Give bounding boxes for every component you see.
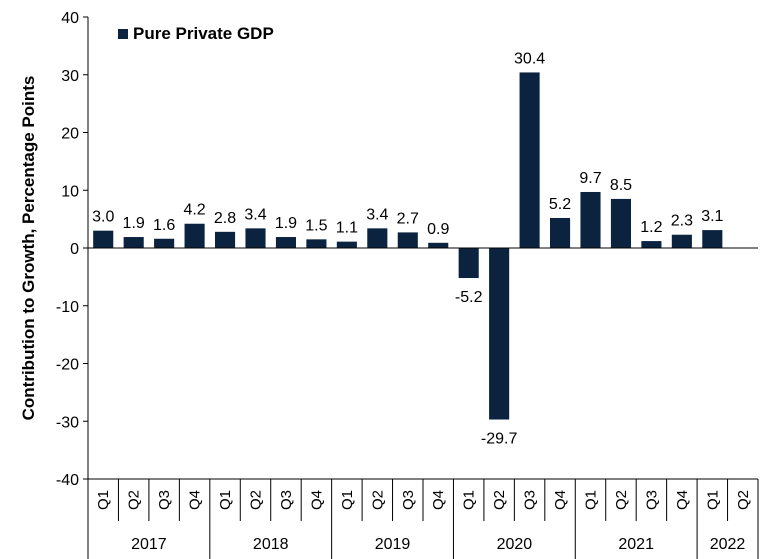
legend-label: Pure Private GDP xyxy=(133,24,274,43)
category-label: Q4 xyxy=(187,490,204,510)
category-label: Q3 xyxy=(400,490,417,510)
data-label: 4.2 xyxy=(183,202,205,219)
bar xyxy=(549,217,571,248)
y-tick-label: 10 xyxy=(61,183,79,200)
data-label: 30.4 xyxy=(514,50,545,67)
y-tick-label: -40 xyxy=(56,472,79,489)
bar xyxy=(214,231,236,248)
category-label: Q4 xyxy=(552,490,569,510)
category-label: Q3 xyxy=(522,490,539,510)
data-label: 1.9 xyxy=(123,215,145,232)
data-label: 0.9 xyxy=(427,221,449,238)
year-label: 2020 xyxy=(497,536,533,553)
y-tick-label: 20 xyxy=(61,126,79,143)
bar xyxy=(489,248,510,420)
bar xyxy=(641,241,662,248)
category-label: Q2 xyxy=(126,490,143,510)
y-tick-label: 40 xyxy=(61,10,79,27)
category-label: Q4 xyxy=(674,490,691,510)
category-label: Q3 xyxy=(643,490,660,510)
category-label: Q4 xyxy=(430,490,447,510)
data-label: 1.2 xyxy=(640,219,662,236)
bars xyxy=(93,72,723,420)
data-label: 3.4 xyxy=(244,206,266,223)
year-label: 2022 xyxy=(710,536,746,553)
bar xyxy=(458,248,479,279)
bar xyxy=(123,237,144,248)
category-label: Q1 xyxy=(217,490,234,510)
year-label: 2017 xyxy=(131,536,167,553)
bar xyxy=(245,228,266,248)
data-label: -29.7 xyxy=(481,431,518,448)
data-label: 2.3 xyxy=(671,213,693,230)
data-label: 1.9 xyxy=(275,215,297,232)
year-label: 2021 xyxy=(618,536,654,553)
axes xyxy=(87,17,758,480)
data-label: 3.0 xyxy=(92,209,114,226)
category-label: Q2 xyxy=(613,490,630,510)
y-tick-label: -30 xyxy=(56,414,79,431)
y-axis-title: Contribution to Growth, Percentage Point… xyxy=(19,76,38,421)
y-tick-label: 30 xyxy=(61,68,79,85)
data-label: 1.6 xyxy=(153,217,175,234)
data-label: 9.7 xyxy=(579,170,601,187)
legend-swatch xyxy=(118,29,128,39)
category-label: Q2 xyxy=(491,490,508,510)
data-label: 3.4 xyxy=(366,206,388,223)
bar xyxy=(275,237,297,248)
category-label: Q1 xyxy=(704,490,721,510)
bar xyxy=(154,238,175,248)
bar xyxy=(671,234,692,248)
category-label: Q1 xyxy=(339,490,356,510)
category-label: Q2 xyxy=(369,490,386,510)
data-label: 1.1 xyxy=(336,220,358,237)
bar xyxy=(610,198,632,248)
bar xyxy=(397,232,418,248)
data-label: 1.5 xyxy=(305,217,327,234)
category-label: Q1 xyxy=(95,490,112,510)
category-label: Q1 xyxy=(583,490,600,510)
y-tick-label: -10 xyxy=(56,299,79,316)
bar xyxy=(428,242,449,248)
y-axis-ticks: 40 30 20 10 0 -10 -20 -30 -40 xyxy=(56,10,88,489)
bar xyxy=(519,72,540,248)
data-label: 3.1 xyxy=(701,208,723,225)
category-label: Q2 xyxy=(248,490,265,510)
data-labels: 3.0 1.9 1.6 4.2 2.8 3.4 1.9 1.5 1.1 3.4 2.7 0.9 -5.2… xyxy=(92,50,723,447)
data-label: 5.2 xyxy=(549,196,571,213)
year-label: 2018 xyxy=(253,536,289,553)
bar xyxy=(184,223,205,248)
category-label: Q3 xyxy=(156,490,173,510)
data-label: 8.5 xyxy=(610,177,632,194)
data-label: 2.7 xyxy=(397,210,419,227)
data-label: 2.8 xyxy=(214,210,236,227)
y-axis-label: Contribution to Growth, Percentage Point… xyxy=(19,76,38,421)
category-label: Q3 xyxy=(278,490,295,510)
legend: Pure Private GDP xyxy=(118,24,274,43)
category-label: Q1 xyxy=(461,490,478,510)
bar xyxy=(702,230,723,248)
y-tick-label: 0 xyxy=(70,241,79,258)
bar xyxy=(580,191,601,248)
category-label: Q4 xyxy=(308,490,325,510)
bar xyxy=(93,230,114,248)
y-tick-label: -20 xyxy=(56,357,79,374)
x-axis-categories: Q1 Q2 Q3 Q4 Q1 Q2 Q3 Q4 Q1 Q2 Q3 Q4 Q1 Q2 Q3 Q4 Q1 Q2 Q3 Q4… xyxy=(87,479,759,559)
bar xyxy=(306,239,327,248)
data-label: -5.2 xyxy=(455,289,483,306)
bar xyxy=(336,241,357,248)
category-label: Q2 xyxy=(735,490,752,510)
year-label: 2019 xyxy=(375,536,411,553)
bar xyxy=(367,228,388,248)
